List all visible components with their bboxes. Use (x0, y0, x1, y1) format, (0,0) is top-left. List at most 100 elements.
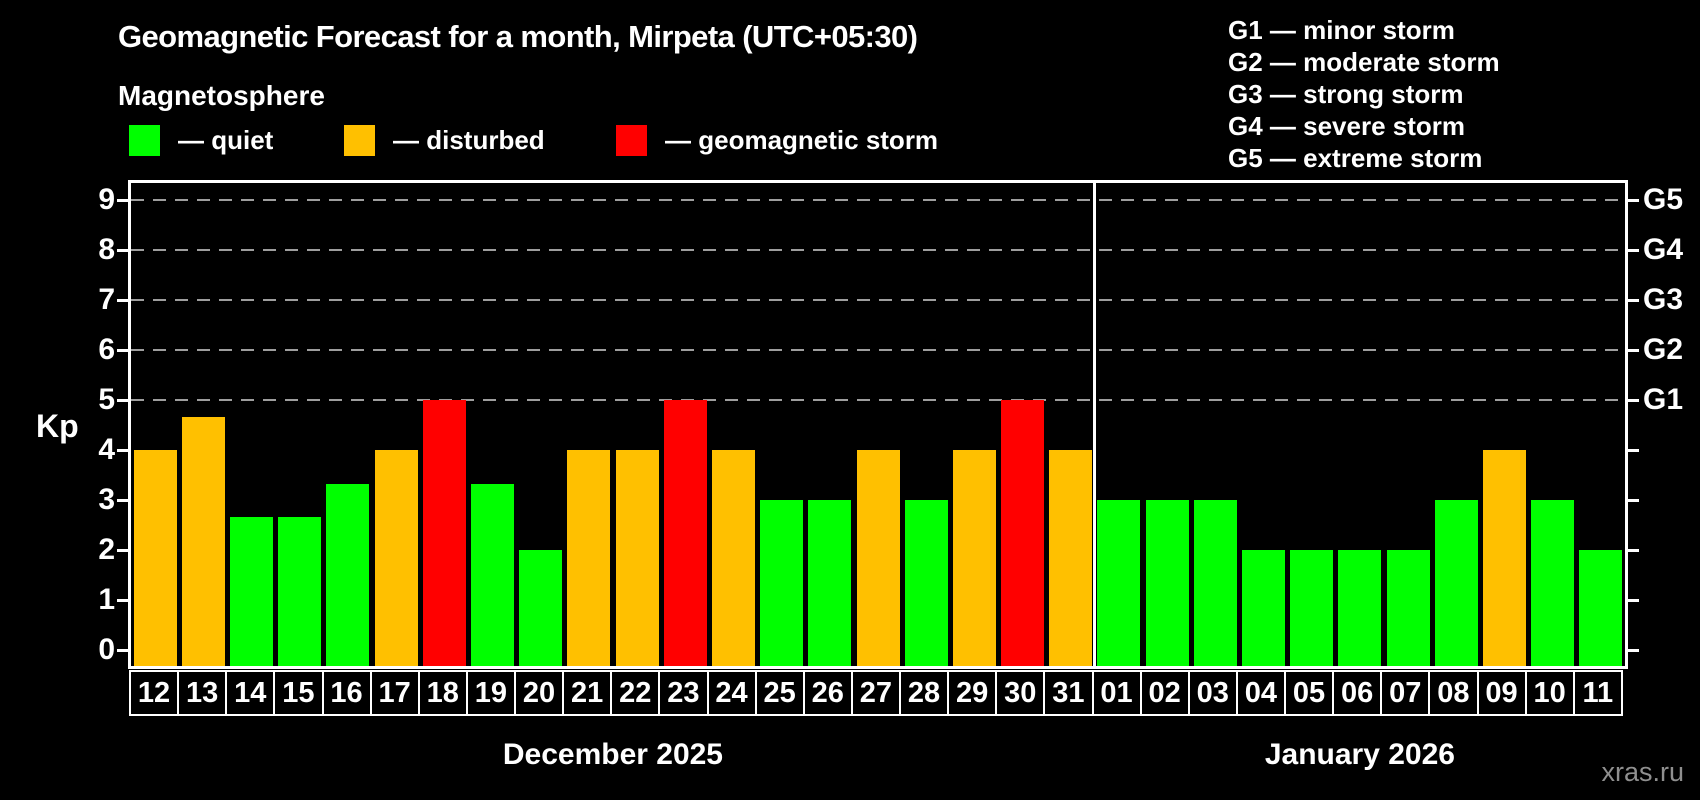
kp-bar-day-26 (808, 500, 852, 666)
y-axis-label-1: 1 (98, 583, 115, 616)
month-label-january: January 2026 (1264, 738, 1455, 771)
legend-label-quiet: — quiet (178, 124, 274, 155)
day-label-06: 06 (1332, 672, 1380, 714)
day-label-23: 23 (658, 672, 706, 714)
storm-scale-item-g2: G2 — moderate storm (1228, 47, 1500, 77)
y-axis-label-3: 3 (98, 483, 115, 516)
kp-bar-day-28 (904, 500, 948, 666)
kp-bar-day-05 (1290, 550, 1334, 666)
gridline-kp6 (131, 349, 1625, 351)
kp-bar-day-06 (1338, 550, 1382, 666)
left-tick-kp3 (117, 498, 131, 502)
day-label-19: 19 (465, 672, 514, 714)
kp-bar-day-31 (1049, 450, 1093, 666)
storm-scale-item-g4: G4 — severe storm (1228, 111, 1466, 141)
day-label-08: 08 (1428, 672, 1476, 714)
storm-scale-legend: G1 — minor storm G2 — moderate storm G3 … (1228, 14, 1500, 174)
legend-item-storm: — geomagnetic storm (616, 124, 938, 156)
kp-axis-title: Kp (36, 408, 79, 444)
g-scale-label-g1: G1 (1643, 383, 1684, 416)
kp-bar-day-07 (1386, 550, 1430, 666)
kp-bar-day-22 (615, 450, 659, 666)
legend-item-quiet: — quiet (129, 124, 273, 156)
left-tick-kp6 (117, 348, 131, 352)
day-label-17: 17 (369, 672, 418, 714)
gridline-kp9 (131, 199, 1625, 201)
storm-scale-item-g3: G3 — strong storm (1228, 79, 1464, 109)
y-axis-label-7: 7 (98, 283, 115, 316)
kp-bar-day-27 (856, 450, 900, 666)
right-tick-kp7 (1625, 298, 1639, 302)
kp-bar-day-03 (1193, 500, 1237, 666)
day-label-09: 09 (1476, 672, 1525, 714)
y-axis-label-9: 9 (98, 183, 115, 216)
kp-bar-day-24 (711, 450, 755, 666)
g-scale-label-g2: G2 (1643, 333, 1684, 366)
day-label-13: 13 (177, 672, 225, 714)
kp-bar-day-12 (133, 450, 177, 666)
day-label-26: 26 (802, 672, 851, 714)
y-axis-label-5: 5 (98, 383, 115, 416)
y-axis-label-2: 2 (98, 533, 115, 566)
g-scale-label-g3: G3 (1643, 283, 1684, 316)
chart-title: Geomagnetic Forecast for a month, Mirpet… (118, 19, 918, 54)
kp-legend: — quiet — disturbed — geomagnetic storm (0, 0, 1100, 170)
kp-bar-day-29 (952, 450, 996, 666)
legend-item-disturbed: — disturbed (344, 124, 545, 156)
right-tick-kp0 (1625, 648, 1639, 652)
day-label-22: 22 (610, 672, 658, 714)
left-tick-kp0 (117, 648, 131, 652)
day-label-14: 14 (225, 672, 273, 714)
day-label-01: 01 (1091, 672, 1140, 714)
day-label-31: 31 (1043, 672, 1091, 714)
kp-bar-day-21 (567, 450, 611, 666)
day-axis-row: 12 13 14 15 16 17 18 19 20 21 22 23 24 25 26 27 28 29 30 31… (129, 670, 1623, 716)
legend-label-storm: — geomagnetic storm (665, 124, 939, 155)
kp-bar-day-18 (422, 400, 466, 666)
kp-bar-day-01 (1097, 500, 1141, 666)
kp-bar-day-19 (470, 483, 514, 666)
right-tick-kp2 (1625, 548, 1639, 552)
left-tick-kp2 (117, 548, 131, 552)
plot-area (131, 183, 1625, 666)
kp-bar-day-25 (760, 500, 804, 666)
day-label-12: 12 (137, 676, 171, 709)
day-label-20: 20 (514, 672, 562, 714)
gridline-kp5 (131, 399, 1625, 401)
gridline-kp7 (131, 299, 1625, 301)
left-tick-kp5 (117, 398, 131, 402)
day-label-11: 11 (1572, 672, 1621, 714)
storm-scale-item-g5: G5 — extreme storm (1228, 143, 1483, 173)
legend-label-disturbed: — disturbed (393, 124, 545, 155)
storm-color-swatch-icon (616, 124, 647, 156)
left-tick-kp7 (117, 298, 131, 302)
right-tick-kp4 (1625, 448, 1639, 452)
month-divider-line (1093, 183, 1097, 666)
kp-bar-day-09 (1483, 450, 1527, 666)
gridline-kp8 (131, 249, 1625, 251)
kp-bar-day-13 (181, 416, 225, 666)
kp-bar-day-14 (229, 516, 273, 666)
day-label-04: 04 (1235, 672, 1284, 714)
left-tick-kp9 (117, 198, 131, 202)
right-tick-kp5 (1625, 398, 1639, 402)
kp-bar-day-15 (278, 516, 322, 666)
right-tick-kp1 (1625, 598, 1639, 602)
day-label-27: 27 (850, 672, 899, 714)
day-label-28: 28 (899, 672, 947, 714)
day-label-21: 21 (562, 672, 610, 714)
kp-bar-day-20 (519, 550, 563, 666)
day-label-18: 18 (417, 672, 466, 714)
day-label-29: 29 (947, 672, 995, 714)
kp-bar-day-11 (1579, 550, 1623, 666)
y-axis-label-8: 8 (98, 233, 115, 266)
day-label-05: 05 (1284, 672, 1332, 714)
day-label-03: 03 (1187, 672, 1236, 714)
kp-bar-day-30 (1001, 400, 1045, 666)
right-tick-kp9 (1625, 198, 1639, 202)
kp-bar-day-23 (663, 400, 707, 666)
y-axis-label-4: 4 (98, 433, 115, 466)
left-tick-kp1 (117, 598, 131, 602)
kp-bar-day-17 (374, 450, 418, 666)
